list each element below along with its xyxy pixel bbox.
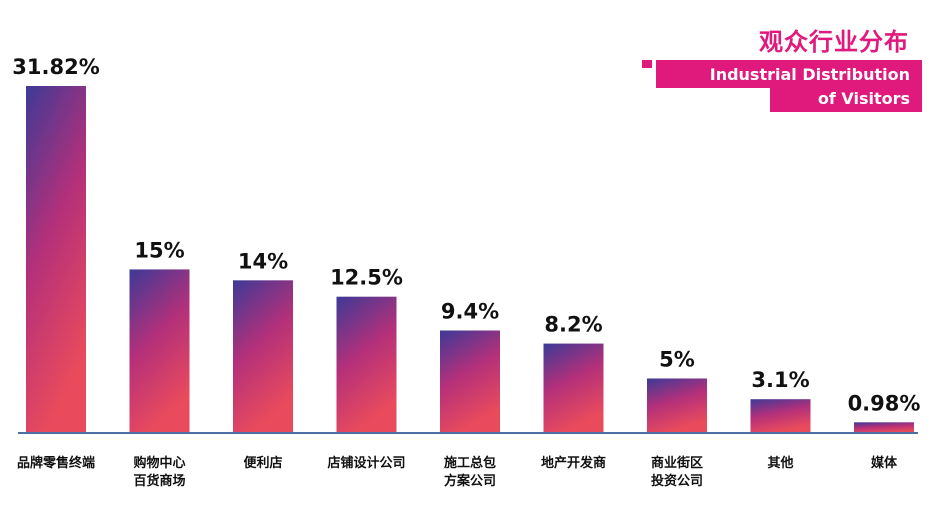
data-label-6: 5% [659,347,695,371]
banner-bar-2 [770,84,922,112]
title-en-banner: Industrial Distribution of Visitors [642,60,922,114]
category-label-6-0: 商业街区 [651,455,703,471]
banner-accent [642,60,652,68]
bar-0 [26,86,86,433]
data-label-0: 31.82% [12,55,99,79]
category-label-5-0: 地产开发商 [541,455,606,471]
bar-5 [543,343,604,433]
bar-2 [233,280,293,433]
data-label-1: 15% [134,238,184,262]
category-label-4-1: 方案公司 [444,473,496,489]
bar-8 [854,422,914,433]
chart-title-cn: 观众行业分布 [759,28,909,56]
category-label-1-1: 百货商场 [133,473,185,489]
banner-bar-1 [656,60,922,88]
chart-title-en-line1: Industrial Distribution [709,65,910,84]
category-label-0-0: 品牌零售终端 [17,455,95,471]
data-label-2: 14% [238,249,288,273]
bar-1 [129,269,190,433]
bar-3 [336,296,397,433]
category-label-8-0: 媒体 [871,455,898,471]
category-label-2-0: 便利店 [243,455,282,471]
bar-4 [440,330,500,433]
chart-title-en: Industrial Distribution of Visitors [710,63,910,111]
chart-title-en-line2: of Visitors [817,89,910,108]
data-label-3: 12.5% [330,266,403,290]
category-label-4-0: 施工总包 [444,455,496,471]
category-label-3-0: 店铺设计公司 [327,455,405,471]
category-label-7-0: 其他 [767,455,793,471]
category-label-6-1: 投资公司 [651,473,703,489]
data-label-5: 8.2% [544,313,602,337]
bar-6 [647,378,707,433]
data-label-7: 3.1% [751,368,809,392]
data-label-4: 9.4% [441,299,499,323]
bar-7 [750,399,811,433]
bars-group [26,86,914,433]
data-label-8: 0.98% [848,391,921,415]
category-label-1-0: 购物中心 [133,455,185,471]
